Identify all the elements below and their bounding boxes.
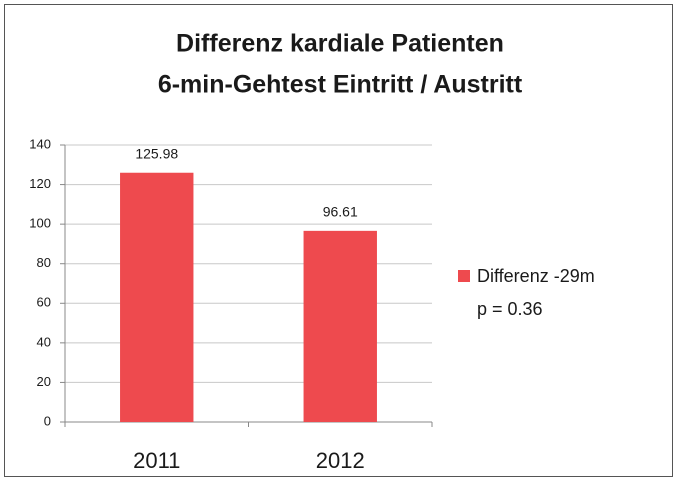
- x-tick-label: 2011: [133, 448, 180, 473]
- y-tick-label: 80: [37, 255, 51, 270]
- chart-title: Differenz kardiale Patienten: [176, 30, 504, 58]
- legend-swatch: [458, 270, 470, 282]
- bar: [303, 230, 377, 422]
- y-tick-label: 60: [37, 295, 51, 310]
- chart-title: 6-min-Gehtest Eintritt / Austritt: [158, 71, 523, 99]
- y-tick-label: 0: [44, 413, 51, 428]
- y-tick-label: 40: [37, 334, 51, 349]
- legend-note: p = 0.36: [477, 299, 543, 319]
- y-tick-label: 20: [37, 374, 51, 389]
- y-tick-label: 100: [29, 216, 51, 231]
- value-label: 125.98: [135, 145, 178, 161]
- y-tick-label: 120: [29, 176, 51, 191]
- legend-label: Differenz -29m: [477, 266, 595, 286]
- x-tick-label: 2012: [316, 448, 365, 473]
- bar: [120, 172, 194, 422]
- y-tick-label: 140: [29, 136, 51, 151]
- value-label: 96.61: [323, 204, 358, 220]
